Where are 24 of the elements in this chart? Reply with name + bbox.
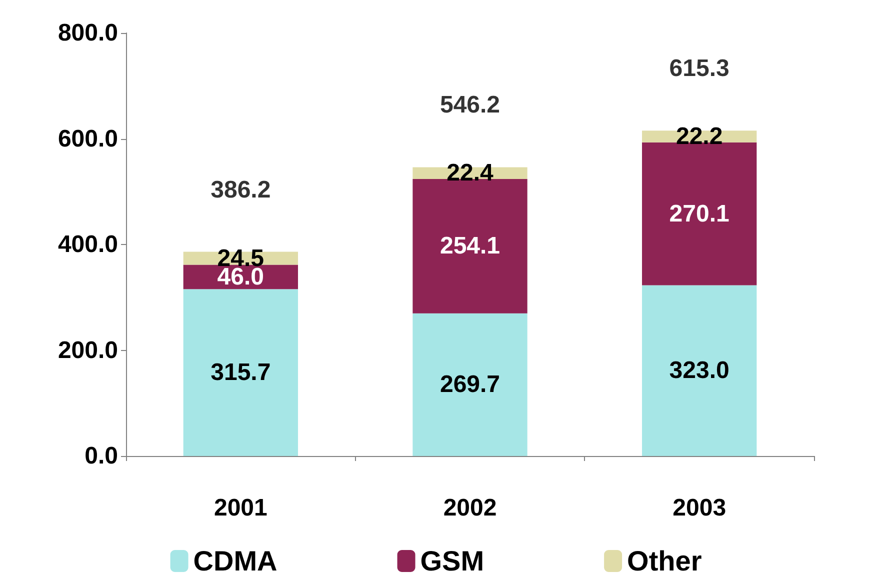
x-tick-label: 2002 bbox=[443, 494, 497, 522]
y-tick-label: 600.0 bbox=[58, 125, 118, 152]
y-tick-label: 400.0 bbox=[58, 231, 118, 258]
data-label: 269.7 bbox=[440, 371, 500, 398]
y-tick-label: 800.0 bbox=[58, 20, 118, 46]
data-label: 323.0 bbox=[669, 357, 730, 384]
legend-label: GSM bbox=[420, 546, 484, 576]
data-label: 315.7 bbox=[210, 359, 271, 386]
data-label: 254.1 bbox=[440, 232, 500, 260]
y-tick-label: 200.0 bbox=[58, 336, 118, 364]
x-tick-label: 2001 bbox=[214, 494, 268, 522]
legend-label: Other bbox=[627, 546, 702, 576]
x-tick-label: 2003 bbox=[672, 494, 726, 522]
total-label: 615.3 bbox=[669, 55, 730, 82]
y-tick-label: 0.0 bbox=[84, 442, 118, 470]
legend-label: CDMA bbox=[193, 546, 278, 576]
bar bbox=[412, 313, 528, 456]
bar bbox=[412, 179, 528, 314]
bar bbox=[642, 285, 757, 456]
data-label: 270.1 bbox=[669, 200, 730, 228]
total-label: 386.2 bbox=[210, 176, 271, 204]
bar bbox=[183, 289, 298, 456]
bar bbox=[642, 142, 757, 286]
total-label: 546.2 bbox=[440, 92, 500, 119]
